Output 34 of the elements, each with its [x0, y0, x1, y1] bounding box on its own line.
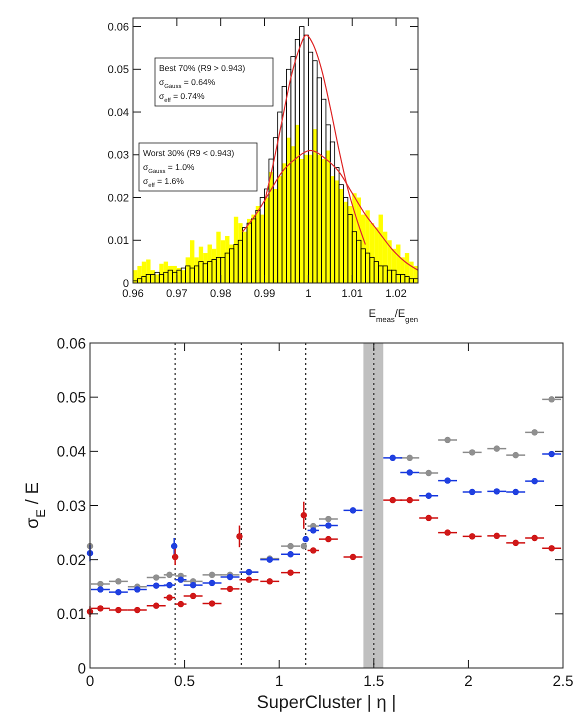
y-tick-label: 0.02: [56, 552, 86, 569]
y-tick-label: 0.05: [108, 64, 129, 76]
x-tick-label: 1: [275, 673, 284, 690]
y-tick-label: 0.05: [56, 389, 86, 406]
annotation: σ$_{Gauss}$ = 1.0%: [143, 162, 195, 175]
x-tick-label: 2: [464, 673, 473, 690]
x-axis-title: SuperCluster | η |: [256, 692, 396, 712]
x-tick-label: 2.5: [552, 673, 574, 690]
annotation: Best 70% (R9 > 0.943): [159, 63, 246, 73]
y-tick-label: 0.02: [108, 192, 129, 204]
x-tick-label: 1.5: [363, 673, 384, 690]
y-tick-label: 0.06: [56, 335, 86, 352]
x-tick-label: 0.96: [122, 288, 144, 300]
annotation: Worst 30% (R9 < 0.943): [143, 148, 234, 158]
y-tick-label: 0.03: [56, 498, 86, 515]
y-tick-label: 0.01: [108, 235, 129, 248]
annotation: σ$_{Gauss}$ = 0.64%: [159, 77, 216, 90]
x-tick-label: 1.02: [385, 288, 407, 300]
y-tick-label: 0: [122, 278, 129, 290]
x-tick-label: 1.01: [342, 288, 363, 300]
annotation: σ$_{eff}$ = 1.6%: [143, 176, 184, 189]
x-axis-title: E$_{meas}$/E$_{gen}$: [368, 308, 418, 324]
x-tick-label: 0.99: [254, 288, 276, 300]
y-tick-label: 0: [78, 660, 86, 678]
y-tick-label: 0.03: [108, 150, 129, 162]
x-tick-label: 1: [305, 288, 312, 300]
x-tick-label: 0.98: [210, 288, 232, 300]
y-tick-label: 0.06: [108, 21, 129, 34]
x-tick-label: 0.97: [166, 288, 188, 300]
y-tick-label: 0.04: [56, 444, 86, 461]
y-tick-label: 0.04: [108, 106, 129, 119]
x-tick-label: 0.5: [174, 673, 196, 690]
annotation: σ$_{eff}$ = 0.74%: [159, 91, 205, 104]
y-tick-label: 0.01: [56, 606, 86, 624]
